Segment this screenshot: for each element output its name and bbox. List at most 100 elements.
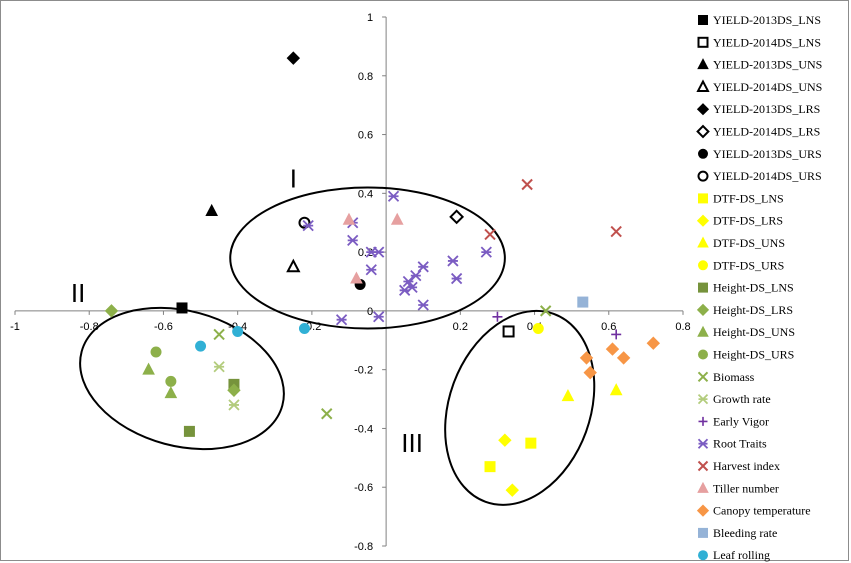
point-canopy-temperature <box>616 351 631 365</box>
legend-item-yield-2013ds-uns: YIELD-2013DS_UNS <box>697 58 822 72</box>
point-yield-2013ds-lrs <box>286 51 301 65</box>
legend-item-canopy-temperature: Canopy temperature <box>696 504 811 518</box>
legend-item-leaf-rolling: Leaf rolling <box>698 548 770 562</box>
point-dtf-ds-uns <box>561 389 575 402</box>
point-root-traits <box>399 284 411 296</box>
point-leaf-rolling <box>195 340 207 352</box>
legend-item-root-traits: Root Traits <box>697 437 767 451</box>
point-height-ds-lrs <box>104 304 119 318</box>
group-ellipse-i <box>229 186 506 330</box>
point-harvest-index <box>484 228 496 241</box>
group-ellipse-iii <box>444 309 596 506</box>
legend-label: YIELD-2013DS_URS <box>713 147 822 161</box>
legend-label: Leaf rolling <box>713 548 770 562</box>
legend-item-biomass: Biomass <box>697 370 755 384</box>
y-tick-label: 0 <box>367 306 373 318</box>
y-tick-label: -0.4 <box>354 423 373 435</box>
legend-item-height-ds-urs: Height-DS_URS <box>698 348 794 362</box>
point-canopy-temperature <box>605 342 620 356</box>
point-yield-2014ds-lrs <box>449 209 465 225</box>
x-tick-label: -0.8 <box>80 321 99 333</box>
legend-marker-height-ds-lns <box>698 282 708 293</box>
point-yield-2014ds-lns <box>502 325 515 338</box>
legend-label: YIELD-2013DS_LRS <box>713 102 820 116</box>
legend-item-yield-2014ds-lns: YIELD-2014DS_LNS <box>697 35 821 49</box>
group-label: I <box>290 163 297 193</box>
legend-marker-yield-2014ds-lrs <box>696 124 710 139</box>
legend-item-height-ds-lrs: Height-DS_LRS <box>696 303 793 317</box>
legend-label: YIELD-2013DS_UNS <box>713 58 822 72</box>
point-height-ds-urs <box>150 346 162 358</box>
legend-marker-tiller-number <box>697 481 709 493</box>
point-root-traits <box>480 246 492 258</box>
point-leaf-rolling <box>232 325 244 337</box>
legend-label: Tiller number <box>713 481 779 495</box>
legend-marker-canopy-temperature <box>696 504 710 517</box>
point-canopy-temperature <box>579 351 594 365</box>
x-tick-label: 0.8 <box>675 321 690 333</box>
legend-label: Bleeding rate <box>713 526 777 540</box>
point-dtf-ds-urs <box>532 323 544 335</box>
point-yield-2013ds-uns <box>205 203 219 216</box>
point-canopy-temperature <box>583 365 597 380</box>
legend-item-dtf-ds-uns: DTF-DS_UNS <box>697 236 785 250</box>
y-tick-label: -0.8 <box>354 541 373 553</box>
chart-axes: -1-0.8-0.6-0.4-0.20.20.40.60.810.80.60.4… <box>10 12 691 553</box>
legend-marker-height-ds-urs <box>698 349 708 360</box>
point-bleeding-rate <box>577 296 589 308</box>
legend-item-height-ds-uns: Height-DS_UNS <box>697 325 795 339</box>
point-yield-2013ds-lns <box>176 302 188 314</box>
legend-marker-yield-2013ds-lrs <box>696 103 710 116</box>
legend-item-yield-2013ds-lrs: YIELD-2013DS_LRS <box>696 102 820 116</box>
legend-label: Biomass <box>713 370 755 384</box>
legend-item-dtf-ds-urs: DTF-DS_URS <box>698 258 784 272</box>
legend: YIELD-2013DS_LNS YIELD-2014DS_LNS YIELD-20… <box>696 13 822 562</box>
point-growth-rate <box>228 399 240 411</box>
point-root-traits <box>417 299 429 311</box>
point-height-ds-uns <box>164 386 178 399</box>
point-canopy-temperature <box>646 336 661 350</box>
point-harvest-index <box>610 225 622 238</box>
point-root-traits <box>335 314 348 326</box>
point-height-ds-urs <box>165 375 177 387</box>
point-dtf-ds-lrs <box>505 483 519 497</box>
legend-item-early-vigor: Early Vigor <box>698 414 769 428</box>
legend-marker-height-ds-lrs <box>696 303 710 317</box>
legend-marker-yield-2013ds-uns <box>697 58 709 70</box>
legend-item-yield-2013ds-lns: YIELD-2013DS_LNS <box>698 13 821 27</box>
legend-label: YIELD-2014DS_LNS <box>713 35 821 49</box>
y-tick-label: -0.2 <box>354 365 373 377</box>
point-height-ds-uns <box>142 362 155 375</box>
x-tick-label: -1 <box>10 321 20 333</box>
legend-marker-root-traits <box>697 438 709 449</box>
point-biomass <box>321 408 333 420</box>
legend-label: Height-DS_URS <box>713 348 794 362</box>
point-root-traits <box>417 261 429 273</box>
legend-item-harvest-index: Harvest index <box>697 459 780 473</box>
point-root-traits <box>347 234 359 246</box>
point-yield-2014ds-uns <box>286 258 301 273</box>
x-tick-label: 0.6 <box>601 321 616 333</box>
point-root-traits <box>373 311 385 323</box>
legend-marker-dtf-ds-urs <box>698 260 708 271</box>
legend-label: DTF-DS_URS <box>713 258 784 272</box>
legend-label: YIELD-2014DS_UNS <box>713 80 822 94</box>
legend-marker-yield-2013ds-lns <box>698 15 708 25</box>
point-root-traits <box>387 190 400 202</box>
legend-marker-biomass <box>697 371 709 383</box>
point-tiller-number <box>342 212 356 225</box>
point-dtf-ds-lns <box>525 437 537 449</box>
legend-marker-early-vigor <box>698 416 708 426</box>
legend-marker-dtf-ds-lrs <box>696 214 710 227</box>
y-tick-label: 0.8 <box>358 71 373 83</box>
legend-label: Root Traits <box>713 437 767 451</box>
point-growth-rate <box>213 361 225 373</box>
legend-item-growth-rate: Growth rate <box>697 392 771 406</box>
legend-label: Harvest index <box>713 459 780 473</box>
legend-marker-yield-2014ds-uns <box>696 79 710 92</box>
point-early-vigor <box>492 311 503 322</box>
legend-marker-height-ds-uns <box>697 325 709 337</box>
x-tick-label: -0.6 <box>154 321 173 333</box>
point-early-vigor <box>611 329 622 340</box>
